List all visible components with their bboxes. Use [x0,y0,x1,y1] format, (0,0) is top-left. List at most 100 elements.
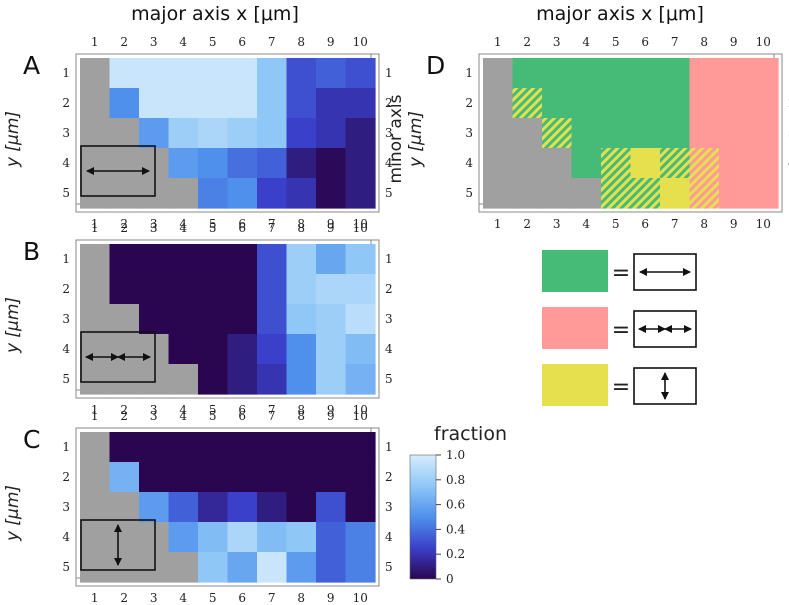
heatmap-cell [286,178,317,209]
y-axis-label: minor axisy [μm] [0,468,23,557]
legend-swatch [542,250,608,292]
x-tick-label: 7 [268,409,276,423]
heatmap-cell [286,274,317,305]
heatmap-cell [198,432,229,463]
heatmap-cell [345,364,376,395]
heatmap-cell [601,178,632,209]
y-tick-label: 4 [465,156,473,170]
x-tick-label: 10 [353,217,368,231]
heatmap-cell [168,552,199,583]
y-tick-label: 4 [385,342,393,356]
heatmap-cell [748,178,779,209]
x-tick-label: 10 [353,35,368,49]
heatmap-cell [257,462,288,493]
x-tick-label: 2 [120,35,128,49]
colorbar-tick-label: 1.0 [446,448,465,462]
heatmap-cell [80,492,111,523]
y-tick-label: 2 [385,470,393,484]
heatmap-cell [168,304,199,335]
heatmap-cell [512,58,543,89]
x-tick-label: 3 [553,217,561,231]
x-tick-label: 1 [91,591,99,605]
heatmap-cell [198,118,229,149]
colorbar-title: fraction [434,423,507,445]
heatmap-cell [80,334,111,365]
heatmap-cell [80,118,111,149]
heatmap-cell [257,492,288,523]
x-tick-label: 2 [120,409,128,423]
x-tick-label: 2 [120,221,128,235]
heatmap-cell [168,244,199,275]
x-tick-label: 8 [297,409,305,423]
heatmap-cell [719,88,750,119]
x-tick-label: 7 [268,221,276,235]
heatmap-cell [139,58,170,89]
heatmap-cell [139,274,170,305]
heatmap-cell [168,522,199,553]
x-tick-label: 4 [179,591,187,605]
y-axis-label: minor axisy [μm] [0,94,23,183]
x-tick-label: 9 [730,217,738,231]
heatmap-cell [109,552,140,583]
y-tick-label: 1 [385,66,393,80]
heatmap-cell [483,178,514,209]
x-tick-label: 10 [353,403,368,417]
heatmap-cell [345,58,376,89]
x-tick-label: 6 [238,217,246,231]
heatmap-cell [80,462,111,493]
heatmap-cell [316,492,347,523]
x-tick-label: 1 [91,403,99,417]
legend-item: = [542,250,697,292]
heatmap-cell [316,432,347,463]
heatmap-cell [257,364,288,395]
heatmap-cell [512,148,543,179]
heatmap-cell [139,148,170,179]
colorbar-gradient [409,454,437,580]
heatmap-cell [286,552,317,583]
x-tick-label: 10 [353,591,368,605]
x-tick-label: 9 [730,35,738,49]
x-tick-label: 7 [671,35,679,49]
x-tick-label: 2 [523,217,531,231]
x-tick-label: 8 [297,403,305,417]
y-tick-label: 1 [62,440,70,454]
xlabel-right: major axis x [μm] [536,3,704,25]
heatmap-cell [345,492,376,523]
heatmap-cell [80,432,111,463]
heatmap-cell [227,522,258,553]
y-tick-label: 4 [62,530,70,544]
heatmap-cell [345,244,376,275]
heatmap-cell [660,148,691,179]
x-tick-label: 3 [150,221,158,235]
heatmap-cell [198,364,229,395]
heatmap-cell [601,148,632,179]
heatmap-cell [542,148,573,179]
x-tick-label: 7 [268,35,276,49]
x-tick-label: 5 [209,35,217,49]
heatmap-cell [139,522,170,553]
heatmap-cell [227,118,258,149]
y-tick-label: 3 [62,500,70,514]
heatmap-cell [286,364,317,395]
x-tick-label: 9 [327,591,335,605]
heatmap-cell [139,304,170,335]
heatmap-cell [689,88,720,119]
x-tick-label: 10 [756,35,771,49]
heatmap-cell [227,178,258,209]
heatmap-cell [345,552,376,583]
panel-label: C [23,425,40,454]
heatmap-cell [689,58,720,89]
y-tick-label: 5 [62,186,70,200]
heatmap-cell [80,522,111,553]
heatmap-cell [286,244,317,275]
heatmap-cell [198,334,229,365]
heatmap-cell [109,334,140,365]
heatmap-cell [109,364,140,395]
heatmap-cell [542,58,573,89]
x-tick-label: 6 [238,35,246,49]
legend-swatch [542,364,608,406]
heatmap-cell [316,334,347,365]
x-tick-label: 7 [268,403,276,417]
heatmap-cell [542,88,573,119]
colorbar-tick-label: 0.2 [446,547,465,561]
